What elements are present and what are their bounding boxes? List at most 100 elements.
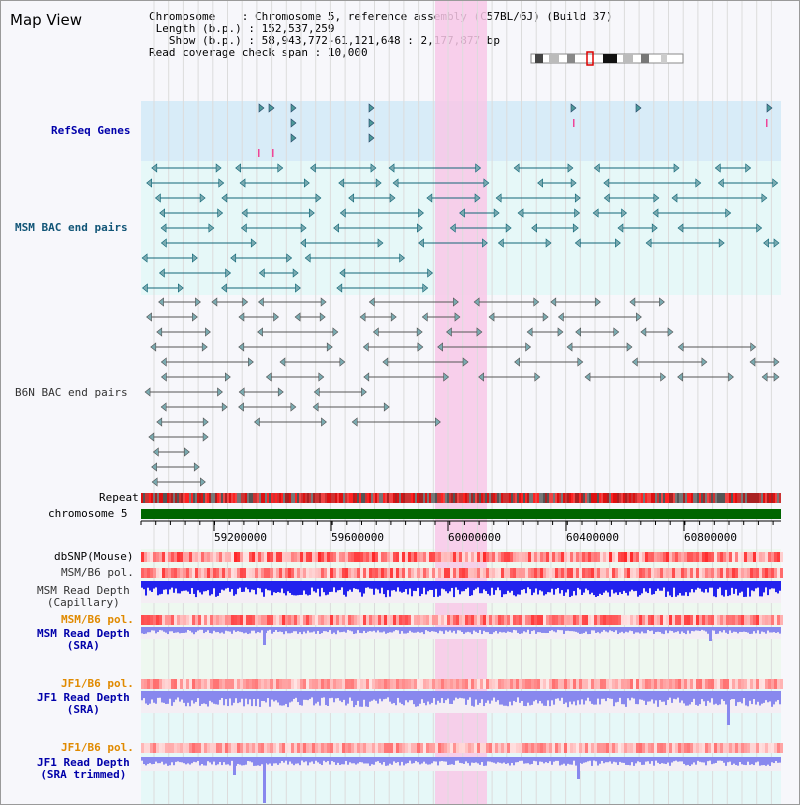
bac-end-left (160, 223, 167, 233)
jf1-sra-depth-bar (623, 691, 625, 705)
repeat-block (461, 493, 463, 503)
msm-sra-depth-bar (357, 627, 359, 631)
msm-sra-depth-bar (765, 627, 767, 634)
bac-end-left (495, 193, 502, 203)
msm-sra-depth-bar (419, 627, 421, 633)
jf1-b6-pol-cell (336, 679, 339, 689)
msm-capillary-depth-bar (501, 581, 503, 598)
jf1-b6-pol-cell (300, 743, 303, 753)
jf1-b6-pol-cell (567, 679, 570, 689)
jf1-sra-depth-bar (617, 691, 619, 702)
msm-b6-pol-cell (687, 615, 690, 625)
jf1-sra-depth-bar (559, 691, 561, 701)
label-jf1-depth-sra[interactable]: JF1 Read Depth (SRA) (37, 692, 130, 716)
label-msm-b6-pol-1[interactable]: MSM/B6 pol. (61, 566, 134, 579)
jf1-b6-pol-cell (402, 679, 405, 689)
msm-capillary-depth-bar (175, 581, 177, 589)
msm-b6-pol-cell (174, 568, 177, 578)
jf1-b6-pol-cell (738, 743, 741, 753)
msm-b6-pol-cell (651, 615, 654, 625)
bac-end-right (636, 312, 642, 322)
msm-sra-depth-bar (329, 627, 331, 631)
label-msm-depth-sra[interactable]: MSM Read Depth (SRA) (37, 628, 130, 652)
msm-capillary-depth-bar (629, 581, 631, 592)
label-msm-b6-pol-2[interactable]: MSM/B6 pol. (61, 613, 134, 626)
repeat-block (327, 493, 329, 503)
msm-sra-depth-bar (175, 627, 177, 633)
jf1-sra-depth-bar (683, 691, 685, 704)
msm-b6-pol-cell (699, 568, 702, 578)
msm-capillary-depth-bar (421, 581, 423, 594)
label-b6n-bac[interactable]: B6N BAC end pairs (15, 386, 128, 399)
msm-capillary-depth-bar (289, 581, 291, 593)
jf1-b6-pol-cell (759, 743, 762, 753)
repeat-block (689, 493, 691, 503)
repeat-block (569, 493, 571, 503)
jf1-b6-pol-cell (234, 743, 237, 753)
jf1-trimmed-depth-bar (673, 757, 675, 762)
msm-capillary-depth-bar (667, 581, 669, 592)
jf1-trimmed-depth-bar (245, 757, 247, 765)
jf1-b6-pol-cell (447, 679, 450, 689)
jf1-trimmed-depth-bar (403, 757, 405, 766)
jf1-b6-pol-cell (768, 743, 771, 753)
jf1-b6-pol-cell (765, 743, 768, 753)
repeat-track[interactable] (141, 493, 781, 503)
jf1-b6-pol-cell (531, 743, 534, 753)
chromosome-bar[interactable] (141, 509, 781, 519)
msm-sra-depth-bar (303, 627, 305, 632)
chromosome-ideogram[interactable] (530, 51, 684, 66)
jf1-b6-pol-cell (609, 743, 612, 753)
jf1-sra-depth-bar (625, 691, 627, 707)
msm-sra-depth-bar (735, 627, 737, 632)
jf1-sra-depth-bar (587, 691, 589, 698)
msm-capillary-depth-bar (759, 581, 761, 597)
dbsnp-cell (186, 552, 189, 562)
label-msm-bac[interactable]: MSM BAC end pairs (15, 221, 128, 234)
msm-sra-depth-bar (337, 627, 339, 631)
msm-capillary-depth-bar (641, 581, 643, 594)
msm-b6-pol-cell (183, 568, 186, 578)
msm-b6-pol-cell (285, 615, 288, 625)
jf1-trimmed-depth-bar (401, 757, 403, 762)
msm-capillary-depth-bar (351, 581, 353, 592)
msm-sra-depth-bar (311, 627, 313, 633)
bac-end-right (248, 357, 254, 367)
label-refseq-genes[interactable]: RefSeq Genes (51, 124, 131, 137)
dbsnp-cell (651, 552, 654, 562)
msm-sra-depth-bar (365, 627, 367, 633)
jf1-trimmed-depth-bar (635, 757, 637, 764)
msm-capillary-depth-bar (643, 581, 645, 589)
repeat-block (241, 493, 243, 503)
msm-capillary-depth-bar (241, 581, 243, 592)
dbsnp-cell (654, 552, 657, 562)
dbsnp-cell (609, 552, 612, 562)
jf1-b6-pol-cell (183, 743, 186, 753)
jf1-trimmed-depth-bar (255, 757, 257, 766)
label-jf1-b6-pol-1[interactable]: JF1/B6 pol. (61, 677, 134, 690)
label-jf1-b6-pol-2[interactable]: JF1/B6 pol. (61, 741, 134, 754)
jf1-b6-pol-cell (714, 679, 717, 689)
msm-capillary-depth-bar (485, 581, 487, 592)
msm-capillary-depth-bar (331, 581, 333, 592)
msm-sra-depth-bar (327, 627, 329, 633)
label-dbsnp[interactable]: dbSNP(Mouse) (54, 550, 134, 563)
jf1-trimmed-depth-bar (441, 757, 443, 761)
selected-region-highlight[interactable] (435, 1, 487, 804)
jf1-sra-depth-bar (713, 691, 715, 705)
jf1-trimmed-depth-bar (531, 757, 533, 764)
msm-b6-pol-cell (408, 568, 411, 578)
msm-capillary-depth-bar (741, 581, 743, 592)
dbsnp-cell (525, 552, 528, 562)
jf1-trimmed-depth-bar (637, 757, 639, 762)
label-jf1-depth-trimmed[interactable]: JF1 Read Depth (SRA trimmed) (37, 757, 130, 781)
repeat-block (663, 493, 665, 503)
jf1-b6-pol-cell (636, 679, 639, 689)
label-chromosome[interactable]: chromosome 5 (48, 507, 128, 520)
msm-b6-pol-cell (597, 615, 600, 625)
msm-b6-pol-cell (669, 615, 672, 625)
label-repeat[interactable]: Repeat (99, 491, 139, 504)
jf1-trimmed-depth-bar (625, 757, 627, 765)
label-msm-depth-capillary[interactable]: MSM Read Depth (Capillary) (37, 585, 130, 609)
